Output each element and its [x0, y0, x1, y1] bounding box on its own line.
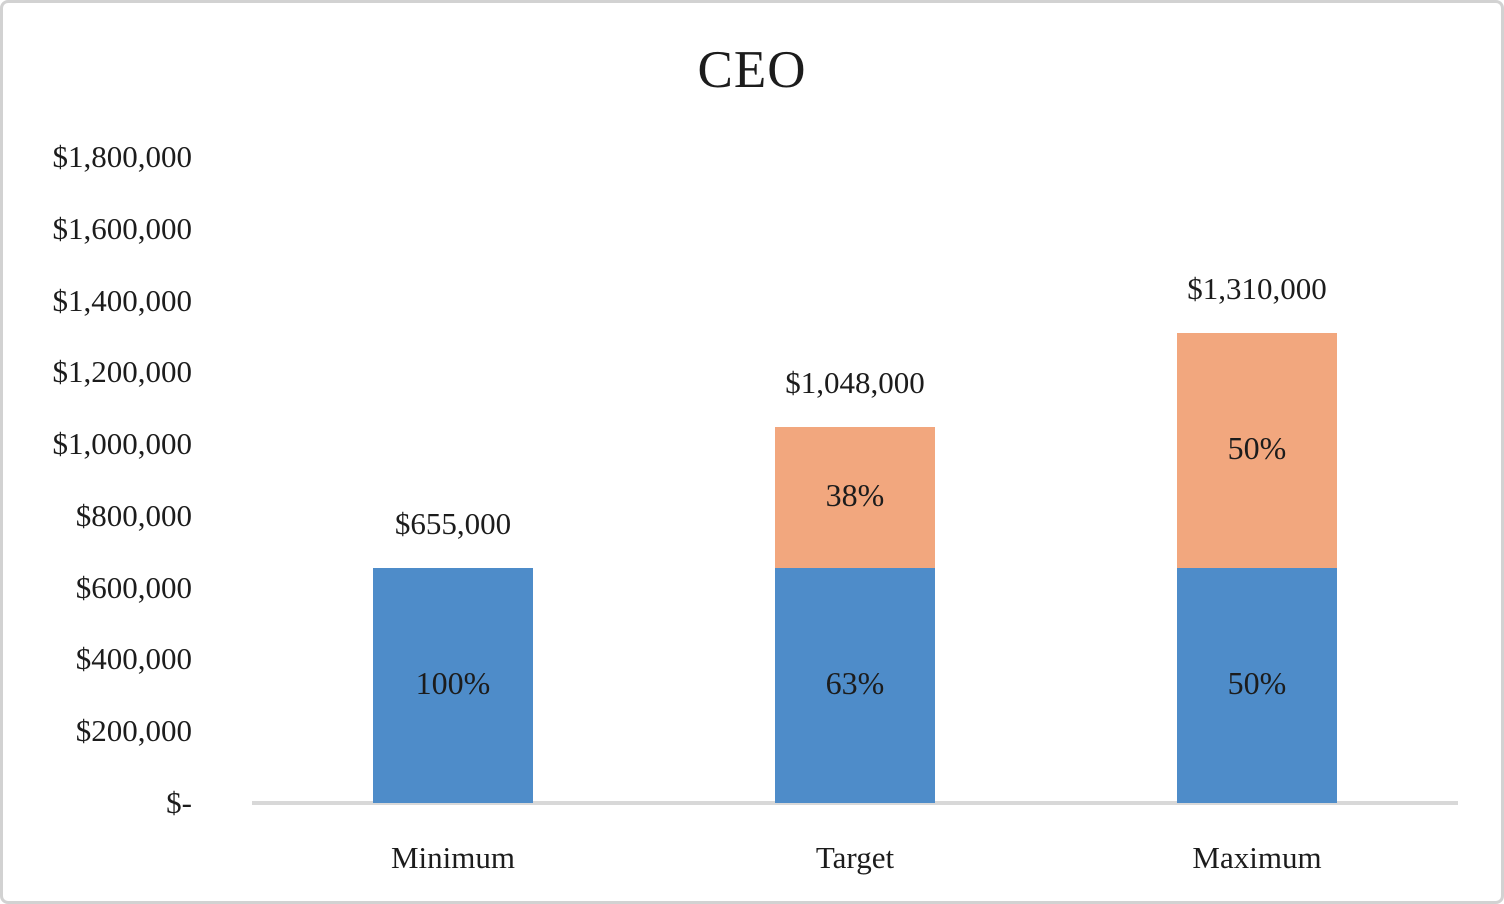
bar-segment-series-blue	[775, 567, 935, 803]
bar-segment-series-orange	[1177, 332, 1337, 568]
category-label: Minimum	[390, 840, 515, 875]
bar-segment-series-orange	[775, 426, 935, 568]
segment-percent-label: 50%	[1227, 665, 1287, 702]
category-label: Target	[815, 840, 895, 875]
bar-total-label: $1,310,000	[1187, 270, 1327, 306]
segment-percent-label: 50%	[1227, 430, 1287, 467]
segment-percent-label: 100%	[415, 665, 491, 702]
y-tick-label: $1,200,000	[52, 354, 193, 390]
bar-segment-series-blue	[1177, 567, 1337, 803]
y-tick-label: $200,000	[75, 713, 192, 749]
y-tick-label: $1,800,000	[52, 139, 193, 174]
y-tick-label: $-	[166, 785, 192, 820]
y-tick-label: $1,000,000	[52, 426, 193, 462]
y-tick-label: $1,400,000	[52, 282, 193, 318]
y-tick-label: $400,000	[75, 641, 192, 677]
chart-title: CEO	[697, 41, 807, 99]
segment-percent-label: 38%	[825, 477, 885, 514]
bar-total-label: $1,048,000	[785, 364, 925, 400]
bar-total-label: $655,000	[394, 505, 512, 541]
y-tick-label: $600,000	[75, 569, 192, 605]
y-tick-label: $800,000	[75, 497, 192, 533]
bar-segment-series-blue	[373, 567, 533, 803]
x-axis-line	[252, 801, 1458, 805]
segment-percent-label: 63%	[825, 665, 885, 702]
category-label: Maximum	[1192, 840, 1322, 875]
y-tick-label: $1,600,000	[52, 210, 193, 246]
